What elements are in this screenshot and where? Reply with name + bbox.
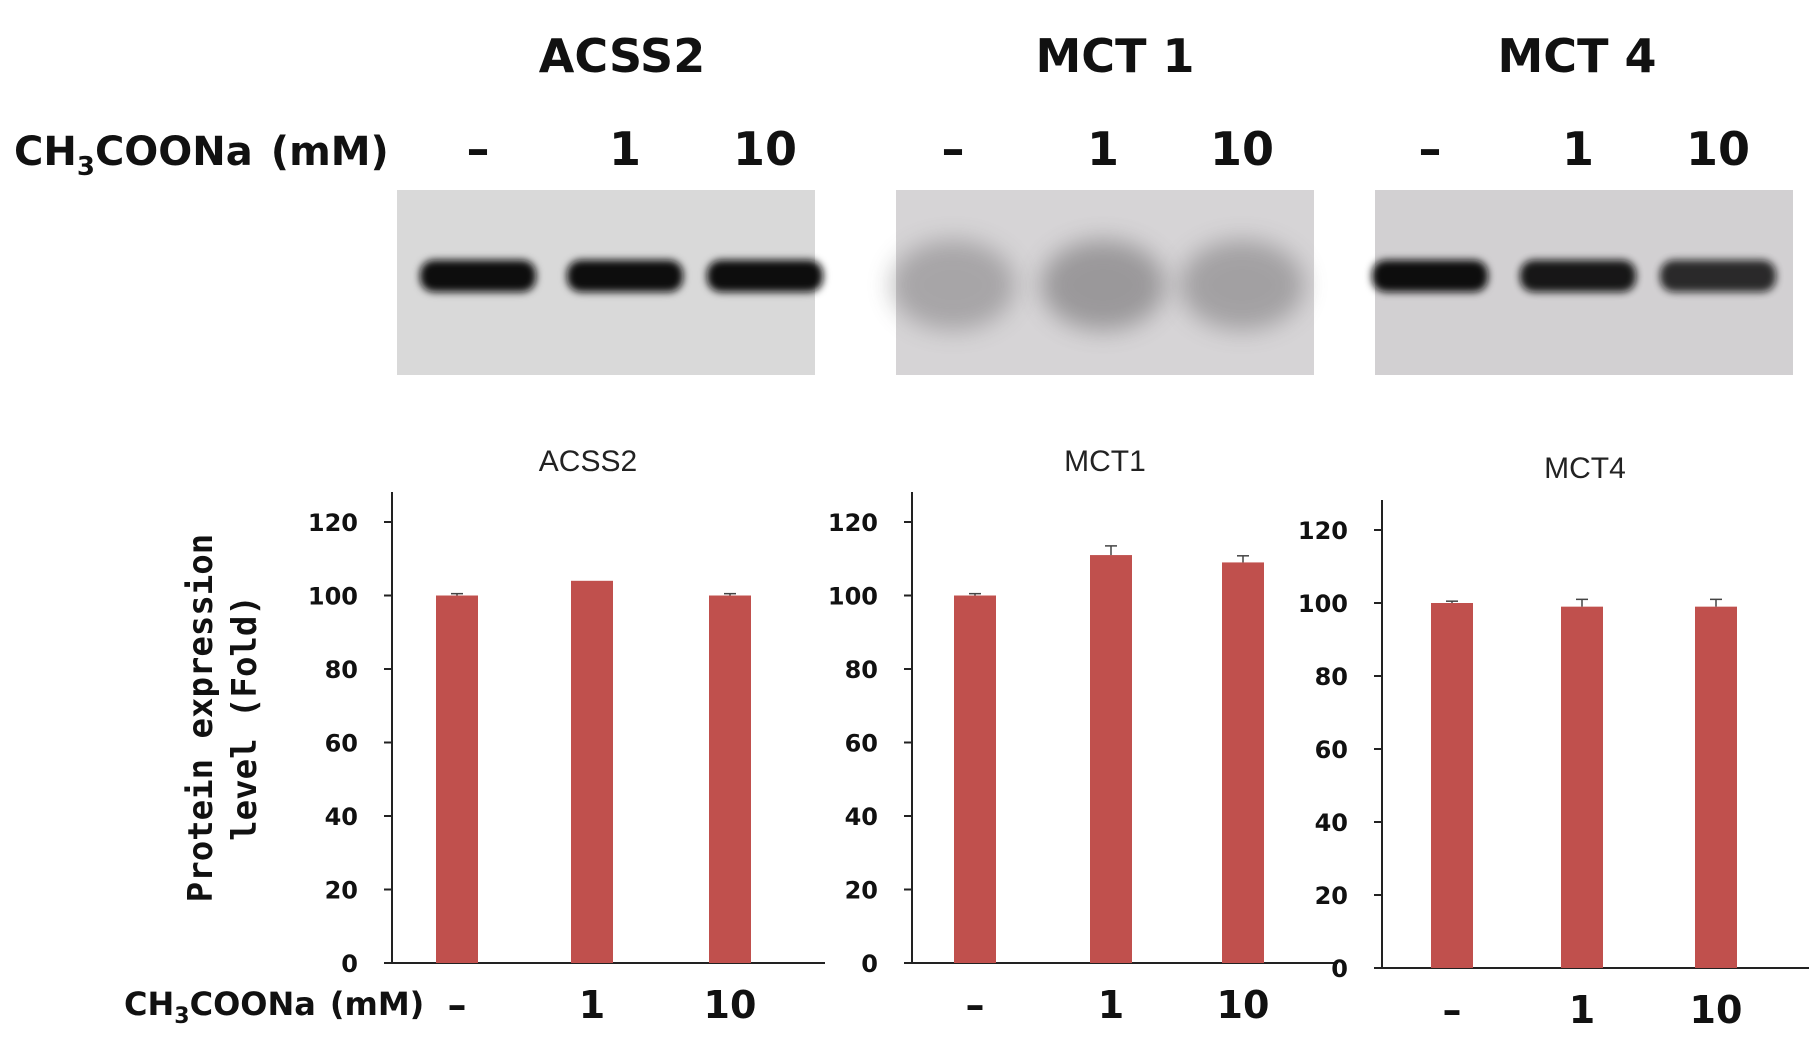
x-category-label: 10 <box>1217 983 1270 1027</box>
lane-label: – <box>467 122 490 176</box>
treatment-label-bottom: CH3COONa (mM) <box>124 985 424 1029</box>
lane-label: 1 <box>609 122 641 176</box>
bar-chart-1: 0 20 40 60 80 100 120 – 1 10 <box>308 492 825 1027</box>
blot-band <box>891 240 1015 330</box>
blot-title-mct4: MCT 4 <box>1498 29 1657 83</box>
y-tick-label: 20 <box>1315 882 1348 910</box>
chart-title-acss2: ACSS2 <box>539 445 637 478</box>
blot-panel <box>1372 190 1793 375</box>
blot-band <box>420 260 536 292</box>
blot-panel <box>891 190 1314 375</box>
blot-band <box>1041 240 1165 330</box>
treatment-label-top: CH3COONa (mM) <box>14 129 389 182</box>
chart-title-mct1: MCT1 <box>1064 445 1146 478</box>
y-tick-label: 80 <box>325 656 358 684</box>
bar <box>571 580 613 963</box>
lane-label: – <box>942 122 965 176</box>
lane-label: – <box>1419 122 1442 176</box>
bar <box>709 595 751 963</box>
blot-panel <box>397 190 823 375</box>
y-axis-label-line1: Protein expression <box>181 534 221 902</box>
y-axis-label: Protein expression level (Fold) <box>181 534 265 902</box>
y-tick-label: 40 <box>325 803 358 831</box>
lane-label: 1 <box>1562 122 1594 176</box>
bar <box>1431 603 1473 968</box>
y-tick-label: 100 <box>1298 590 1348 618</box>
blot-band <box>707 260 823 292</box>
x-category-label: – <box>1443 988 1462 1032</box>
blot-band <box>1520 260 1636 292</box>
bar <box>436 595 478 963</box>
lane-label: 10 <box>1686 122 1750 176</box>
y-tick-label: 120 <box>1298 517 1348 545</box>
blot-band <box>1660 260 1776 292</box>
blot-band <box>567 260 683 292</box>
y-tick-label: 60 <box>845 730 878 758</box>
chart-title-mct4: MCT4 <box>1544 452 1626 485</box>
x-category-label: 1 <box>1098 983 1124 1027</box>
bar-chart-3: 0 20 40 60 80 100 120 – 1 10 <box>1298 500 1809 1032</box>
y-tick-label: 80 <box>1315 663 1348 691</box>
y-tick-label: 80 <box>845 656 878 684</box>
x-category-label: 10 <box>1690 988 1743 1032</box>
y-tick-label: 60 <box>1315 736 1348 764</box>
y-tick-label: 0 <box>861 950 878 978</box>
bar-chart-2: 0 20 40 60 80 100 120 – 1 10 <box>828 492 1338 1027</box>
bar <box>954 595 996 963</box>
bar <box>1090 555 1132 963</box>
blot-band <box>1180 240 1304 330</box>
y-tick-label: 0 <box>1331 955 1348 983</box>
y-axis-label-line2: level (Fold) <box>225 595 265 841</box>
bar <box>1561 606 1603 968</box>
y-tick-label: 100 <box>308 583 358 611</box>
x-category-label: – <box>966 983 985 1027</box>
blot-title-mct1: MCT 1 <box>1036 29 1195 83</box>
y-tick-label: 120 <box>308 509 358 537</box>
y-tick-label: 120 <box>828 509 878 537</box>
lane-label: 1 <box>1087 122 1119 176</box>
lane-label: 10 <box>1210 122 1274 176</box>
y-tick-label: 20 <box>845 877 878 905</box>
lane-label: 10 <box>733 122 797 176</box>
western-blots <box>397 190 1793 375</box>
bar <box>1695 606 1737 968</box>
y-tick-label: 40 <box>845 803 878 831</box>
blot-lane-labels: – 1 10 – 1 10 – 1 10 <box>467 122 1751 176</box>
y-tick-label: 0 <box>341 950 358 978</box>
x-category-label: 10 <box>704 983 757 1027</box>
y-tick-label: 20 <box>325 877 358 905</box>
x-category-label: – <box>448 983 467 1027</box>
x-category-label: 1 <box>1569 988 1595 1032</box>
x-category-label: 1 <box>579 983 605 1027</box>
y-tick-label: 60 <box>325 730 358 758</box>
blot-band <box>1372 260 1488 292</box>
bar <box>1222 562 1264 963</box>
blot-title-acss2: ACSS2 <box>539 29 705 83</box>
y-tick-label: 40 <box>1315 809 1348 837</box>
y-tick-label: 100 <box>828 583 878 611</box>
